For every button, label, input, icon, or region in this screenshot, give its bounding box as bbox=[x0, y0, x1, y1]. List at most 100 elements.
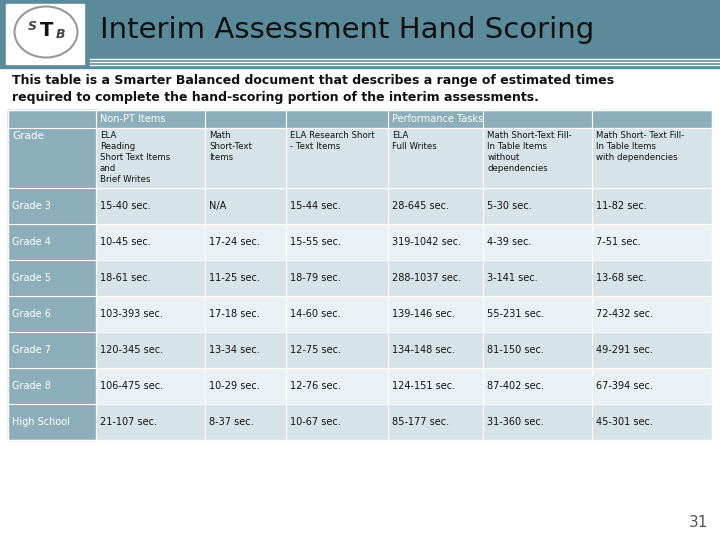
Text: ELA Research Short
- Text Items: ELA Research Short - Text Items bbox=[290, 131, 374, 151]
Bar bbox=[205, 224, 286, 260]
Bar bbox=[205, 332, 286, 368]
Bar bbox=[483, 368, 593, 404]
Text: 319-1042 sec.: 319-1042 sec. bbox=[392, 237, 462, 247]
Text: 21-107 sec.: 21-107 sec. bbox=[100, 417, 157, 427]
Text: ELA
Full Writes: ELA Full Writes bbox=[392, 131, 437, 151]
Bar bbox=[483, 332, 593, 368]
Text: 106-475 sec.: 106-475 sec. bbox=[100, 381, 163, 391]
Text: 81-150 sec.: 81-150 sec. bbox=[487, 345, 544, 355]
Text: 72-432 sec.: 72-432 sec. bbox=[596, 309, 654, 319]
Bar bbox=[205, 188, 286, 224]
Bar bbox=[8, 224, 96, 260]
Bar bbox=[205, 128, 286, 188]
Text: 15-40 sec.: 15-40 sec. bbox=[100, 201, 150, 211]
Bar bbox=[593, 188, 712, 224]
Text: 103-393 sec.: 103-393 sec. bbox=[100, 309, 163, 319]
Bar bbox=[593, 368, 712, 404]
Text: High School: High School bbox=[12, 417, 70, 427]
Text: N/A: N/A bbox=[209, 201, 226, 211]
Bar bbox=[8, 368, 96, 404]
Text: 5-30 sec.: 5-30 sec. bbox=[487, 201, 532, 211]
Text: Math
Short-Text
Items: Math Short-Text Items bbox=[209, 131, 252, 162]
Text: 4-39 sec.: 4-39 sec. bbox=[487, 237, 531, 247]
Bar bbox=[286, 224, 388, 260]
Text: 18-79 sec.: 18-79 sec. bbox=[290, 273, 341, 283]
Bar bbox=[483, 404, 593, 440]
Bar bbox=[96, 188, 205, 224]
Bar bbox=[8, 404, 96, 440]
Text: 7-51 sec.: 7-51 sec. bbox=[596, 237, 641, 247]
Text: 31: 31 bbox=[688, 515, 708, 530]
Text: 124-151 sec.: 124-151 sec. bbox=[392, 381, 455, 391]
Text: 13-68 sec.: 13-68 sec. bbox=[596, 273, 647, 283]
Text: 10-29 sec.: 10-29 sec. bbox=[209, 381, 260, 391]
Text: Grade 5: Grade 5 bbox=[12, 273, 51, 283]
Bar bbox=[96, 368, 205, 404]
Bar bbox=[286, 332, 388, 368]
Text: 15-55 sec.: 15-55 sec. bbox=[290, 237, 341, 247]
Text: 55-231 sec.: 55-231 sec. bbox=[487, 309, 544, 319]
Bar bbox=[286, 296, 388, 332]
Bar bbox=[388, 332, 483, 368]
Text: 18-61 sec.: 18-61 sec. bbox=[100, 273, 150, 283]
Text: 31-360 sec.: 31-360 sec. bbox=[487, 417, 544, 427]
Text: Grade 7: Grade 7 bbox=[12, 345, 51, 355]
Text: 134-148 sec.: 134-148 sec. bbox=[392, 345, 455, 355]
Text: 8-37 sec.: 8-37 sec. bbox=[209, 417, 253, 427]
Bar bbox=[593, 224, 712, 260]
Text: Grade 4: Grade 4 bbox=[12, 237, 51, 247]
Bar bbox=[286, 260, 388, 296]
Text: 87-402 sec.: 87-402 sec. bbox=[487, 381, 544, 391]
Bar bbox=[96, 224, 205, 260]
Text: ELA
Reading
Short Text Items
and
Brief Writes: ELA Reading Short Text Items and Brief W… bbox=[100, 131, 170, 184]
Text: S: S bbox=[27, 21, 37, 33]
Bar bbox=[286, 368, 388, 404]
Text: T: T bbox=[40, 21, 54, 39]
Bar bbox=[8, 110, 712, 440]
Bar bbox=[388, 296, 483, 332]
Bar bbox=[593, 128, 712, 188]
Bar bbox=[8, 260, 96, 296]
Bar bbox=[388, 128, 483, 188]
Bar bbox=[593, 296, 712, 332]
Bar bbox=[96, 296, 205, 332]
Bar bbox=[286, 128, 388, 188]
Text: Grade: Grade bbox=[12, 131, 44, 141]
Text: 11-25 sec.: 11-25 sec. bbox=[209, 273, 260, 283]
Bar bbox=[0, 0, 720, 68]
Text: 28-645 sec.: 28-645 sec. bbox=[392, 201, 449, 211]
Text: This table is a Smarter Balanced document that describes a range of estimated ti: This table is a Smarter Balanced documen… bbox=[12, 74, 614, 104]
Bar bbox=[388, 368, 483, 404]
Bar bbox=[483, 224, 593, 260]
Bar bbox=[8, 296, 96, 332]
Bar bbox=[8, 332, 96, 368]
Text: Grade 8: Grade 8 bbox=[12, 381, 51, 391]
Bar bbox=[6, 4, 84, 64]
Bar bbox=[388, 404, 483, 440]
Text: Math Short- Text Fill-
In Table Items
with dependencies: Math Short- Text Fill- In Table Items wi… bbox=[596, 131, 685, 162]
Bar bbox=[483, 128, 593, 188]
Text: 15-44 sec.: 15-44 sec. bbox=[290, 201, 341, 211]
Text: 13-34 sec.: 13-34 sec. bbox=[209, 345, 260, 355]
Bar bbox=[388, 260, 483, 296]
Bar bbox=[388, 188, 483, 224]
Text: 288-1037 sec.: 288-1037 sec. bbox=[392, 273, 462, 283]
Ellipse shape bbox=[13, 5, 79, 59]
Text: 3-141 sec.: 3-141 sec. bbox=[487, 273, 538, 283]
Text: 67-394 sec.: 67-394 sec. bbox=[596, 381, 653, 391]
Text: 12-75 sec.: 12-75 sec. bbox=[290, 345, 341, 355]
Bar bbox=[483, 188, 593, 224]
Text: 17-24 sec.: 17-24 sec. bbox=[209, 237, 260, 247]
Text: 11-82 sec.: 11-82 sec. bbox=[596, 201, 647, 211]
Text: Math Short-Text Fill-
In Table Items
without
dependencies: Math Short-Text Fill- In Table Items wit… bbox=[487, 131, 572, 173]
Text: Grade 3: Grade 3 bbox=[12, 201, 51, 211]
Bar bbox=[593, 332, 712, 368]
Text: 120-345 sec.: 120-345 sec. bbox=[100, 345, 163, 355]
Text: Non-PT Items: Non-PT Items bbox=[100, 114, 166, 124]
Bar bbox=[205, 368, 286, 404]
Bar bbox=[286, 188, 388, 224]
Bar bbox=[286, 404, 388, 440]
Text: 45-301 sec.: 45-301 sec. bbox=[596, 417, 653, 427]
Bar bbox=[8, 110, 96, 188]
Text: Performance Tasks: Performance Tasks bbox=[392, 114, 483, 124]
